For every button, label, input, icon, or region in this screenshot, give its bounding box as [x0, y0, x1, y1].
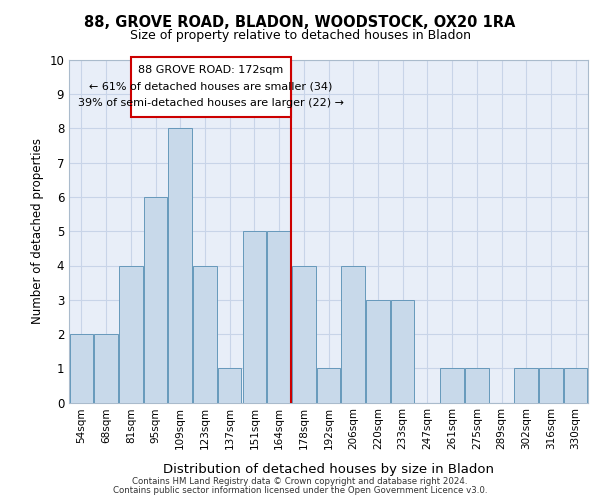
- Bar: [94, 334, 118, 402]
- Bar: [539, 368, 563, 402]
- Text: Contains public sector information licensed under the Open Government Licence v3: Contains public sector information licen…: [113, 486, 487, 495]
- Bar: [366, 300, 389, 403]
- Bar: [564, 368, 587, 402]
- Bar: [391, 300, 415, 403]
- Bar: [144, 197, 167, 402]
- Bar: [70, 334, 93, 402]
- Bar: [242, 231, 266, 402]
- Text: Contains HM Land Registry data © Crown copyright and database right 2024.: Contains HM Land Registry data © Crown c…: [132, 477, 468, 486]
- Bar: [317, 368, 340, 402]
- Y-axis label: Number of detached properties: Number of detached properties: [31, 138, 44, 324]
- Text: Size of property relative to detached houses in Bladon: Size of property relative to detached ho…: [130, 29, 470, 42]
- Bar: [169, 128, 192, 402]
- Text: 88 GROVE ROAD: 172sqm: 88 GROVE ROAD: 172sqm: [139, 66, 284, 76]
- FancyBboxPatch shape: [131, 58, 292, 116]
- X-axis label: Distribution of detached houses by size in Bladon: Distribution of detached houses by size …: [163, 464, 494, 476]
- Bar: [514, 368, 538, 402]
- Bar: [292, 266, 316, 402]
- Text: 88, GROVE ROAD, BLADON, WOODSTOCK, OX20 1RA: 88, GROVE ROAD, BLADON, WOODSTOCK, OX20 …: [85, 15, 515, 30]
- Text: ← 61% of detached houses are smaller (34): ← 61% of detached houses are smaller (34…: [89, 82, 333, 92]
- Bar: [341, 266, 365, 402]
- Bar: [193, 266, 217, 402]
- Text: 39% of semi-detached houses are larger (22) →: 39% of semi-detached houses are larger (…: [78, 98, 344, 108]
- Bar: [465, 368, 488, 402]
- Bar: [440, 368, 464, 402]
- Bar: [218, 368, 241, 402]
- Bar: [268, 231, 291, 402]
- Bar: [119, 266, 143, 402]
